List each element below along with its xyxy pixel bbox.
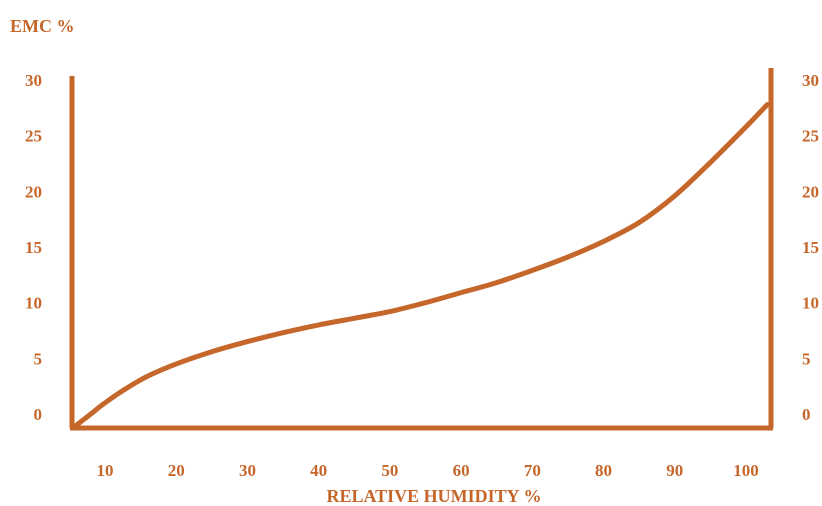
y-tick-left-5: 5 xyxy=(34,349,43,368)
y-tick-left-0: 0 xyxy=(34,405,43,424)
emc-curve-line-0 xyxy=(74,102,770,428)
x-tick-100: 100 xyxy=(733,461,759,480)
y-tick-left-20: 20 xyxy=(25,182,42,201)
y-tick-right-0: 0 xyxy=(802,405,811,424)
x-tick-10: 10 xyxy=(97,461,114,480)
y-tick-right-10: 10 xyxy=(802,294,819,313)
x-tick-40: 40 xyxy=(310,461,327,480)
y-tick-left-30: 30 xyxy=(25,71,42,90)
y-tick-right-20: 20 xyxy=(802,182,819,201)
x-tick-90: 90 xyxy=(666,461,683,480)
x-tick-60: 60 xyxy=(453,461,470,480)
y-tick-left-10: 10 xyxy=(25,294,42,313)
x-axis-title: RELATIVE HUMIDITY % xyxy=(326,486,541,506)
x-tick-80: 80 xyxy=(595,461,612,480)
labels-layer: EMC % RELATIVE HUMIDITY % 0 0 5 5 10 10 15 15 20… xyxy=(10,16,819,506)
y-tick-right-15: 15 xyxy=(802,238,819,257)
y-tick-right-30: 30 xyxy=(802,71,819,90)
y-tick-right-5: 5 xyxy=(802,349,811,368)
x-tick-70: 70 xyxy=(524,461,541,480)
curve-layer xyxy=(74,102,770,428)
x-tick-20: 20 xyxy=(168,461,185,480)
y-axis-title: EMC % xyxy=(10,16,75,36)
y-tick-left-15: 15 xyxy=(25,238,42,257)
y-tick-left-25: 25 xyxy=(25,127,42,146)
chart-frame xyxy=(69,68,774,431)
x-tick-30: 30 xyxy=(239,461,256,480)
x-tick-50: 50 xyxy=(381,461,398,480)
y-tick-right-25: 25 xyxy=(802,127,819,146)
